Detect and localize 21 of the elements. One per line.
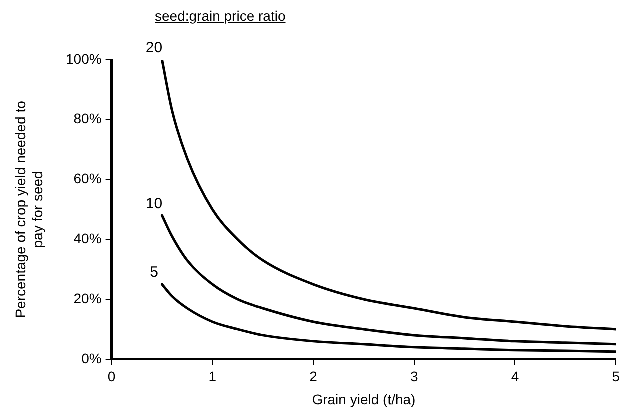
x-tick-label: 4 <box>511 368 520 385</box>
x-tick-label: 5 <box>612 368 620 385</box>
x-tick-label: 2 <box>310 368 318 385</box>
x-tick-label: 3 <box>410 368 418 385</box>
y-tick-label: 80% <box>74 110 102 127</box>
line-series <box>160 60 616 331</box>
y-tick-label: 60% <box>74 170 102 187</box>
x-tick-label: 1 <box>208 368 217 385</box>
y-tick-label: 0% <box>82 350 102 366</box>
y-tick-label: 40% <box>74 230 102 246</box>
series-label: 10 <box>146 195 163 212</box>
legend-title: seed:grain price ratio <box>155 8 286 24</box>
series-label: 20 <box>146 40 163 57</box>
y-axis-title: Percentage of crop yield needed to pay for seed <box>12 100 46 318</box>
series-label: 5 <box>150 264 158 282</box>
x-axis-title: Grain yield (t/ha) <box>312 391 416 408</box>
x-tick-label: 0 <box>108 368 116 385</box>
y-tick-label: 100% <box>66 50 102 67</box>
line-series <box>160 283 616 354</box>
y-tick-label: 20% <box>74 290 102 306</box>
line-series <box>160 214 616 346</box>
